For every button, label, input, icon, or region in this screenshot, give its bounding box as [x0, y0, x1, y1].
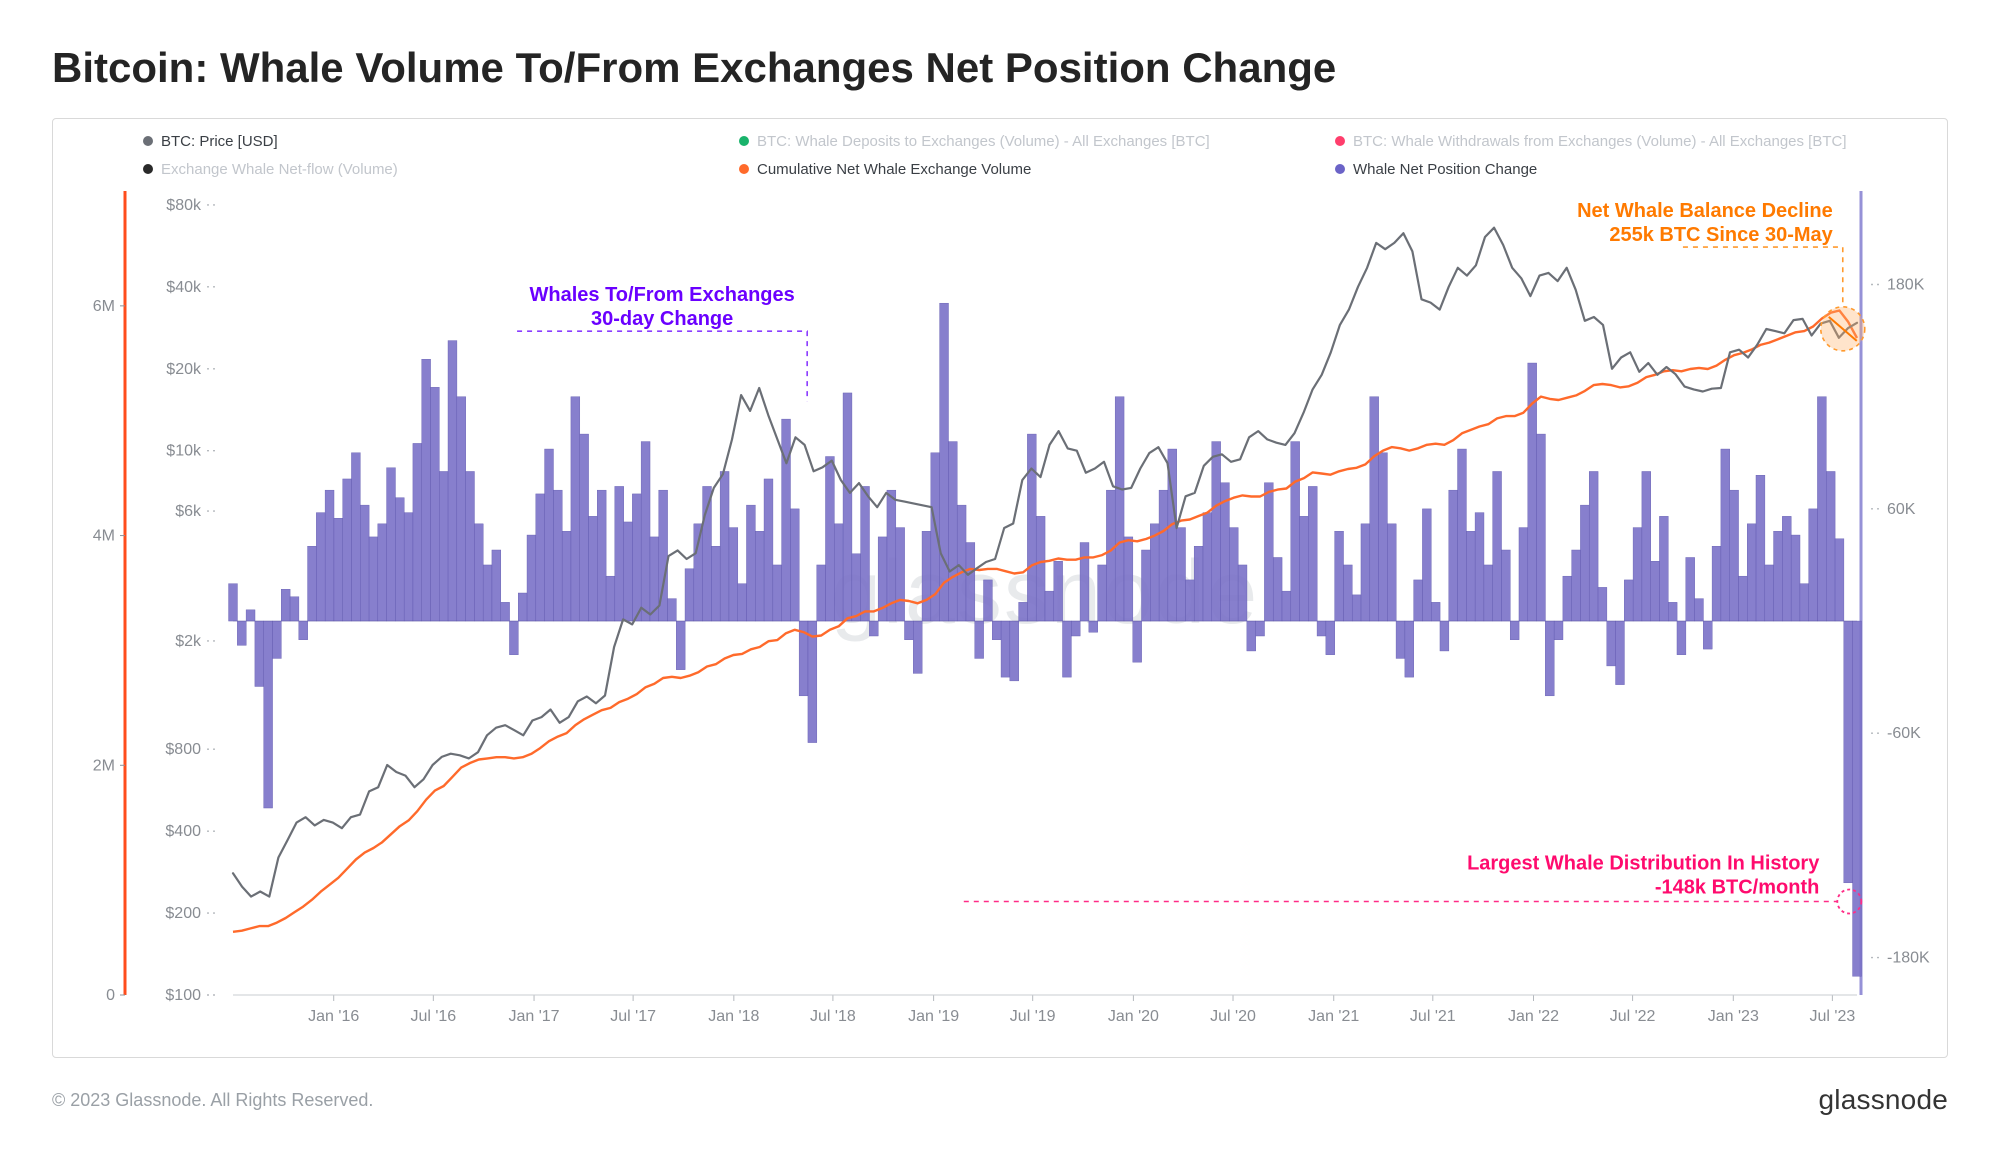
brand-logo: glassnode	[1819, 1084, 1948, 1116]
svg-text:6M: 6M	[93, 298, 115, 315]
svg-text:Jul '20: Jul '20	[1210, 1008, 1256, 1025]
svg-text:4M: 4M	[93, 528, 115, 545]
svg-text:Jan '18: Jan '18	[708, 1008, 759, 1025]
svg-text:Jan '17: Jan '17	[508, 1008, 559, 1025]
svg-text:$6k: $6k	[175, 503, 202, 520]
svg-text:-60K: -60K	[1887, 725, 1921, 742]
svg-text:$20k: $20k	[166, 361, 202, 378]
svg-text:Jan '16: Jan '16	[308, 1008, 359, 1025]
svg-text:Jul '16: Jul '16	[410, 1008, 456, 1025]
svg-text:Jul '23: Jul '23	[1809, 1008, 1855, 1025]
svg-text:$800: $800	[165, 741, 201, 758]
svg-text:60K: 60K	[1887, 501, 1916, 518]
chart-frame: BTC: Price [USD] BTC: Whale Deposits to …	[52, 118, 1948, 1058]
svg-text:Jul '21: Jul '21	[1410, 1008, 1456, 1025]
svg-text:Net Whale Balance Decline: Net Whale Balance Decline	[1577, 200, 1833, 222]
page-title: Bitcoin: Whale Volume To/From Exchanges …	[52, 44, 1948, 92]
svg-text:Jan '22: Jan '22	[1508, 1008, 1559, 1025]
svg-text:Jan '20: Jan '20	[1108, 1008, 1159, 1025]
svg-text:255k BTC Since 30-May: 255k BTC Since 30-May	[1609, 224, 1833, 246]
svg-text:$200: $200	[165, 905, 201, 922]
svg-text:Jan '21: Jan '21	[1308, 1008, 1359, 1025]
svg-text:Whales To/From Exchanges: Whales To/From Exchanges	[530, 284, 795, 306]
svg-text:$100: $100	[165, 987, 201, 1004]
svg-text:Jan '23: Jan '23	[1708, 1008, 1759, 1025]
svg-text:$40k: $40k	[166, 279, 202, 296]
svg-text:$400: $400	[165, 823, 201, 840]
copyright-text: © 2023 Glassnode. All Rights Reserved.	[52, 1090, 373, 1111]
svg-text:$80k: $80k	[166, 197, 202, 214]
svg-text:Jul '22: Jul '22	[1610, 1008, 1656, 1025]
svg-text:30-day Change: 30-day Change	[591, 308, 733, 330]
svg-text:0: 0	[106, 987, 115, 1004]
svg-text:$10k: $10k	[166, 443, 202, 460]
chart-svg: 0 2M 4M 6M $100 $200 $400 $800 $2k $6k $10k $20k $40…	[53, 119, 1947, 1057]
svg-text:Largest Whale Distribution In: Largest Whale Distribution In History	[1467, 853, 1820, 875]
svg-text:$2k: $2k	[175, 633, 202, 650]
svg-text:2M: 2M	[93, 757, 115, 774]
svg-text:180K: 180K	[1887, 276, 1925, 293]
svg-text:Jul '18: Jul '18	[810, 1008, 856, 1025]
svg-text:Jul '17: Jul '17	[610, 1008, 656, 1025]
svg-text:-148k BTC/month: -148k BTC/month	[1655, 877, 1819, 899]
svg-text:Jan '19: Jan '19	[908, 1008, 959, 1025]
svg-text:-180K: -180K	[1887, 950, 1930, 967]
svg-text:Jul '19: Jul '19	[1010, 1008, 1056, 1025]
